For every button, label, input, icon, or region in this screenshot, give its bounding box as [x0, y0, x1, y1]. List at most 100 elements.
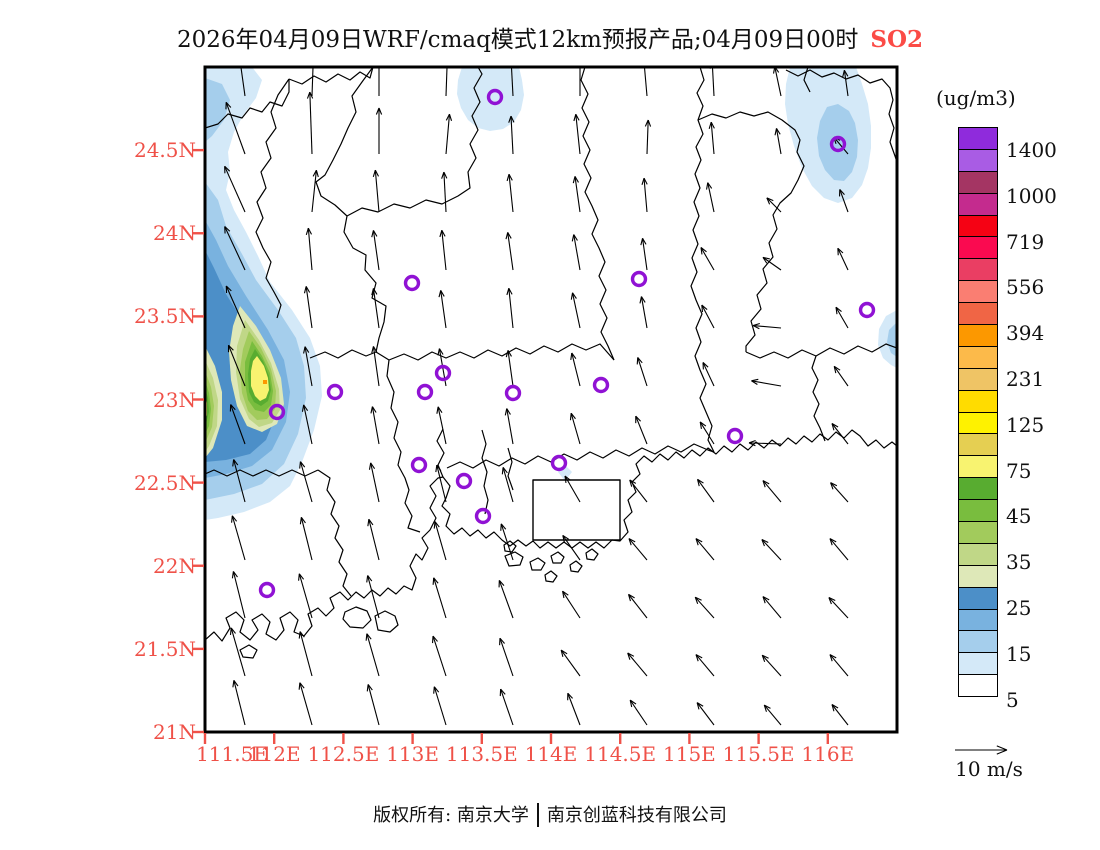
colorbar-cell: [958, 630, 998, 654]
lon-tick-label: 114.5E: [584, 742, 657, 766]
lon-tick-label: 115.5E: [722, 742, 795, 766]
map-frame: [203, 65, 899, 734]
colorbar-cell: [958, 477, 998, 501]
colorbar-cell: [958, 542, 998, 566]
city-marker: [268, 403, 286, 421]
city-marker: [416, 383, 434, 401]
colorbar-cell: [958, 214, 998, 238]
lat-tick-label: 23N: [153, 387, 196, 412]
colorbar-tick-label: 556: [1006, 275, 1045, 300]
colorbar-tick-label: 15: [1006, 641, 1032, 666]
city-marker: [455, 472, 473, 490]
copyright-footer: 版权所有: 南京大学 南京创蓝科技有限公司: [0, 801, 1100, 830]
colorbar-unit-label: (ug/m3): [936, 86, 1016, 110]
lon-tick-label: 111.5E: [196, 742, 268, 766]
estuary-inset-box: [532, 479, 621, 541]
wind-legend-arrow-icon: [955, 745, 1008, 755]
colorbar-cell: [958, 433, 998, 457]
city-marker: [858, 301, 876, 319]
city-marker: [403, 274, 421, 292]
lat-tick-label: 21N: [153, 720, 196, 744]
island: [374, 610, 399, 633]
coastline: [205, 429, 897, 659]
colorbar-cell: [958, 521, 998, 544]
colorbar-tick-label: 45: [1006, 504, 1032, 529]
lat-tick-label: 22N: [153, 553, 196, 578]
colorbar-tick-label: 5: [1006, 687, 1019, 712]
island: [585, 548, 599, 561]
lon-tick-label: 113.5E: [445, 742, 518, 766]
city-marker: [630, 270, 648, 288]
footer-company: 南京创蓝科技有限公司: [546, 805, 727, 826]
city-marker: [504, 384, 522, 402]
colorbar-cell: [958, 608, 998, 632]
so2-concentration-field: [205, 67, 897, 520]
colorbar-tick-label: 35: [1006, 550, 1032, 575]
lon-tick-label: 114E: [524, 742, 578, 766]
species-label: SO2: [870, 26, 924, 53]
colorbar-cell: [958, 236, 998, 260]
lon-tick-label: 116E: [801, 742, 855, 766]
colorbar-cell: [958, 367, 998, 391]
colorbar-cell: [958, 389, 998, 413]
colorbar-cell: [958, 674, 998, 698]
colorbar-cell: [958, 499, 998, 523]
lon-tick-label: 113E: [386, 742, 439, 766]
lat-tick-label: 21.5N: [133, 636, 196, 661]
city-marker: [474, 507, 492, 525]
island: [504, 551, 524, 567]
wind-legend-label: 10 m/s: [955, 757, 1023, 781]
colorbar-cell: [958, 302, 998, 326]
island: [503, 540, 517, 553]
colorbar-tick-label: 75: [1006, 458, 1032, 483]
island: [550, 551, 565, 564]
colorbar-cell: [958, 652, 998, 676]
city-marker: [486, 88, 504, 106]
island: [342, 606, 372, 629]
axis-ticks: [193, 148, 829, 744]
colorbar-cell: [958, 127, 998, 150]
lon-tick-label: 112E: [247, 742, 301, 766]
colorbar-cell: [958, 324, 998, 347]
city-marker: [410, 456, 428, 474]
lat-tick-label: 22.5N: [133, 470, 196, 495]
lon-tick-label: 115E: [663, 742, 716, 766]
colorbar-cell: [958, 586, 998, 610]
colorbar-tick-label: 1000: [1006, 183, 1057, 208]
city-marker: [258, 581, 276, 599]
colorbar-tick-label: 231: [1006, 366, 1045, 391]
island: [569, 560, 583, 573]
colorbar-tick-label: 125: [1006, 412, 1045, 437]
wind-field: [224, 67, 849, 726]
colorbar-cell: [958, 280, 998, 304]
city-markers: [258, 88, 876, 599]
city-marker: [592, 376, 610, 394]
city-marker: [829, 135, 847, 153]
colorbar-tick-label: 394: [1006, 321, 1045, 346]
colorbar-cell: [958, 455, 998, 479]
lat-tick-label: 24N: [153, 221, 196, 246]
province-boundaries: [205, 67, 897, 597]
colorbar-cell: [958, 411, 998, 435]
lat-tick-label: 24.5N: [133, 138, 196, 163]
colorbar-tick-label: 25: [1006, 595, 1032, 620]
title-text: 2026年04月09日WRF/cmaq模式12km预报产品;04月09日00时: [176, 27, 859, 53]
colorbar-tick-label: 719: [1006, 229, 1045, 254]
colorbar-cell: [958, 345, 998, 369]
island: [239, 644, 258, 659]
footer-divider: [536, 802, 539, 827]
colorbar-cell: [958, 564, 998, 588]
colorbar-cell: [958, 192, 998, 216]
colorbar: [958, 127, 998, 698]
colorbar-cell: [958, 148, 998, 172]
city-marker: [726, 427, 744, 445]
island: [544, 570, 558, 583]
page-title: 2026年04月09日WRF/cmaq模式12km预报产品;04月09日00时 S…: [0, 20, 1100, 54]
city-marker: [326, 383, 344, 401]
colorbar-cell: [958, 170, 998, 194]
colorbar-cell: [958, 258, 998, 282]
island: [529, 557, 546, 571]
lon-tick-label: 112.5E: [307, 742, 380, 766]
